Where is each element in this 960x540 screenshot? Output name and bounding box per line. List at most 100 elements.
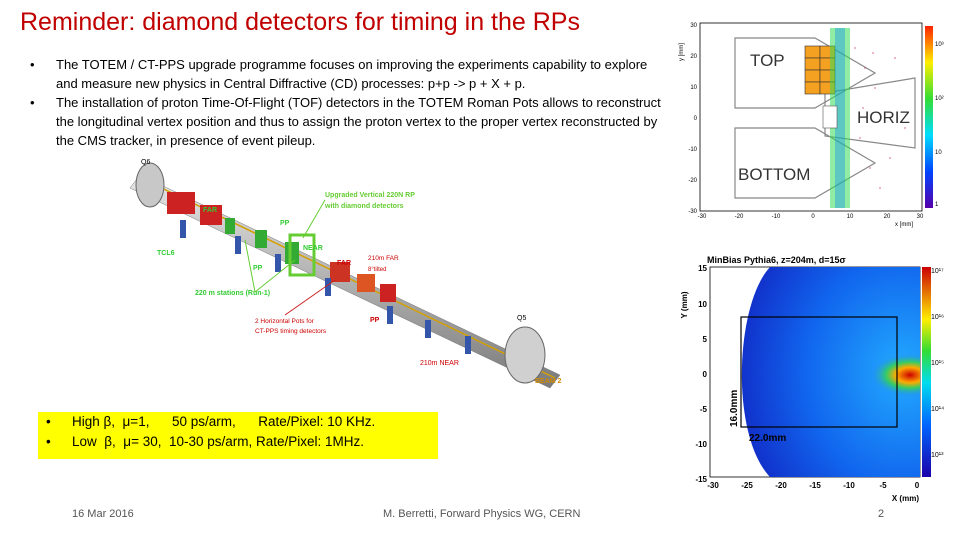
bullet-item: The installation of proton Time-Of-Fligh… <box>28 93 668 150</box>
q6-magnet <box>135 162 165 208</box>
y-tick: 0 <box>694 116 698 122</box>
x-tick: -10 <box>843 481 855 490</box>
y-tick: -10 <box>695 440 707 449</box>
y-tick: 10 <box>698 300 707 309</box>
rp-unit <box>255 230 267 248</box>
y-axis-label: Y (mm) <box>680 291 689 318</box>
y-axis-label: y [mm] <box>679 43 685 61</box>
color-tick: 10² <box>935 96 944 102</box>
stand <box>275 254 281 272</box>
minbias-density-plot: MinBias Pythia6, z=204m, d=15σ 22.0mm 16… <box>680 255 944 503</box>
y-tick: 20 <box>690 54 697 60</box>
x-tick: -20 <box>775 481 787 490</box>
footer-date: 16 Mar 2016 <box>72 508 134 520</box>
horiz-pots-label: 2 Horizontal Pots for <box>255 318 315 325</box>
upgraded-rp-box <box>288 233 316 277</box>
y-tick: 15 <box>698 264 707 273</box>
top-pot-label: TOP <box>750 51 785 70</box>
stand <box>235 236 241 254</box>
color-tick: 10¹⁷ <box>931 268 944 275</box>
q5-label: Q5 <box>517 315 526 322</box>
y-tick: 5 <box>703 335 708 344</box>
y-tick: 30 <box>690 23 697 29</box>
detector-box <box>740 316 898 428</box>
beamline-diagram: Q6 FAR TCL6 PP PP NEAR FAR 210m FAR 8°ti… <box>129 159 562 389</box>
vertical-rp-label: Upgraded Vertical 220N RP <box>325 192 415 199</box>
x-axis-label: x [mm] <box>895 222 913 228</box>
rp-unit <box>380 284 396 302</box>
color-tick: 10¹⁴ <box>931 406 944 413</box>
vertical-rp-label-2: with diamond detectors <box>324 203 404 210</box>
rp-unit <box>200 205 222 225</box>
x-tick: 30 <box>917 214 924 220</box>
near-label: NEAR <box>303 245 323 252</box>
y-tick: -10 <box>688 147 697 153</box>
stand <box>180 220 186 238</box>
x-tick: -25 <box>741 481 753 490</box>
beam-core <box>870 353 920 397</box>
stand <box>325 278 331 296</box>
x-tick: -30 <box>707 481 719 490</box>
color-tick: 10 <box>935 150 942 156</box>
bullet-item: The TOTEM / CT-PPS upgrade programme foc… <box>28 55 668 93</box>
stand <box>425 320 431 338</box>
color-bar <box>925 26 933 208</box>
y-tick: -30 <box>688 209 697 215</box>
parameter-row: Low β, μ= 30, 10-30 ps/arm, Rate/Pixel: … <box>38 432 438 452</box>
rp-unit <box>285 242 299 264</box>
density-area <box>741 267 920 477</box>
x-tick: 0 <box>915 481 920 490</box>
parameters-highlight: High β, μ=1, 50 ps/arm, Rate/Pixel: 10 K… <box>38 412 438 459</box>
x-tick: 20 <box>884 214 891 220</box>
pp-label: PP <box>253 265 263 272</box>
box-width-label: 22.0mm <box>749 433 786 444</box>
rp210-far-label: 210m FAR <box>368 255 399 262</box>
bottom-pot-label: BOTTOM <box>738 165 810 184</box>
horiz-pots-label-2: CT-PPS timing detectors <box>255 328 327 335</box>
page-number: 2 <box>878 508 885 520</box>
far-label: FAR <box>203 207 217 214</box>
color-tick: 10¹⁵ <box>931 360 944 367</box>
x-tick: -5 <box>879 481 887 490</box>
beam2-label: BEAM 2 <box>535 378 562 385</box>
tcl6-label: TCL6 <box>157 250 175 257</box>
color-bar <box>922 267 931 477</box>
x-tick: -15 <box>809 481 821 490</box>
box-height-label: 16.0mm <box>729 390 740 427</box>
q6-label: Q6 <box>141 159 150 166</box>
x-tick: 10 <box>847 214 854 220</box>
rp-unit <box>225 218 235 234</box>
stand <box>465 336 471 354</box>
x-tick: -20 <box>735 214 744 220</box>
x-tick: -10 <box>772 214 781 220</box>
color-tick: 10³ <box>935 42 944 48</box>
y-tick: -20 <box>688 178 697 184</box>
x-tick: -30 <box>698 214 707 220</box>
y-tick: -5 <box>700 405 708 414</box>
rp-hitmap-plot: TOP HORIZ BOTTOM 10³ 10² 10 1 30 20 10 0… <box>679 22 944 228</box>
y-tick: 0 <box>703 370 708 379</box>
stand <box>387 306 393 324</box>
pp3-label: PP <box>370 317 380 324</box>
bullet-list: The TOTEM / CT-PPS upgrade programme foc… <box>28 55 668 150</box>
rp-unit <box>357 274 375 292</box>
footer-author: M. Berretti, Forward Physics WG, CERN <box>383 508 581 520</box>
stations-label: 220 m stations (Run-1) <box>195 290 270 297</box>
pp-label: PP <box>280 220 290 227</box>
parameter-row: High β, μ=1, 50 ps/arm, Rate/Pixel: 10 K… <box>38 412 438 432</box>
y-tick: -15 <box>695 475 707 484</box>
y-tick: 10 <box>690 85 697 91</box>
q5-magnet <box>504 326 546 384</box>
plot-title: MinBias Pythia6, z=204m, d=15σ <box>707 255 846 265</box>
x-axis-label: X (mm) <box>892 494 919 503</box>
slide-title: Reminder: diamond detectors for timing i… <box>20 8 580 36</box>
far2-label: FAR <box>337 260 351 267</box>
color-tick: 10¹⁶ <box>931 314 944 321</box>
horiz-pot-label: HORIZ <box>857 108 910 127</box>
near210-label: 210m NEAR <box>420 360 459 367</box>
color-tick: 10¹³ <box>931 452 944 459</box>
rp-unit <box>330 262 350 282</box>
x-tick: 0 <box>811 214 815 220</box>
tilted-label: 8°tilted <box>368 267 386 273</box>
color-tick: 1 <box>935 202 939 208</box>
